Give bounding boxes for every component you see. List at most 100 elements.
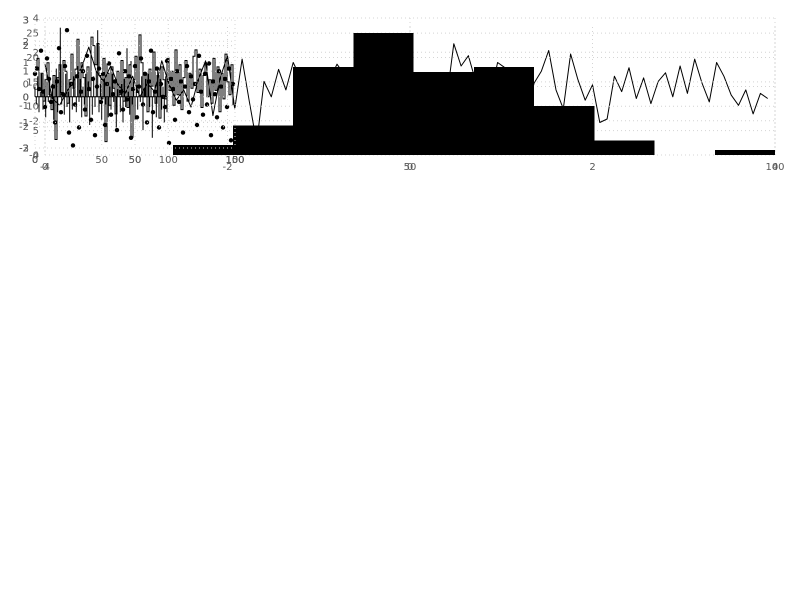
scatter-point: [194, 122, 200, 128]
histogram-plot: -4 -2 0 2 4 0 5 10 15 20 25: [0, 0, 800, 190]
y-tick-label: 2: [23, 37, 29, 48]
y-tick-label: 10: [26, 102, 39, 113]
x-tick-label: 100: [225, 155, 244, 166]
y-tick-label: 0: [33, 151, 39, 162]
y-tick-label: -3: [19, 144, 29, 155]
stem-grid: [34, 19, 236, 149]
scatter-point: [114, 127, 120, 133]
y-tick-label: 1: [23, 67, 29, 78]
x-tick-label: -2: [223, 162, 233, 173]
x-tick-label: 50: [404, 162, 417, 173]
scatter-point: [34, 66, 40, 71]
x-tick-label: 100: [159, 155, 178, 166]
scatter-point: [226, 66, 232, 71]
y-tick-label: 2: [23, 41, 29, 52]
x-tick-label: 50: [129, 155, 142, 166]
y-tick-label: 0: [23, 80, 29, 91]
scatter-point: [208, 133, 214, 138]
x-tick-label: -4: [40, 162, 50, 173]
x-tick-label: 50: [95, 155, 108, 166]
y-tick-label: 1: [23, 58, 29, 69]
y-tick-label: -1: [19, 118, 29, 129]
x-tick-label: 0: [407, 162, 413, 173]
x-tick-label: 0: [42, 162, 48, 173]
x-tick-label: 0: [32, 155, 38, 166]
scatter-point: [204, 102, 210, 107]
y-tick-label: 3: [23, 16, 29, 27]
y-tick-label: 0: [23, 92, 29, 103]
scatter-point: [92, 133, 98, 138]
scatter-point: [186, 110, 192, 115]
scatter-point: [224, 104, 230, 110]
y-tick-label: 5: [33, 126, 39, 137]
y-tick-label: 3: [23, 16, 29, 27]
histogram-bar: [473, 67, 535, 155]
y-tick-label: -4: [29, 151, 39, 162]
scatter-point: [76, 125, 82, 130]
scatter-point: [58, 110, 64, 115]
step-series: [35, 34, 234, 143]
histogram-bar: [233, 125, 294, 155]
y-tick-label: -1: [19, 118, 29, 129]
x-tick-label: 100: [225, 155, 244, 166]
hist-series: [172, 33, 775, 155]
y-tick-label: 2: [33, 48, 39, 59]
y-tick-label: 3: [23, 16, 29, 27]
scatter-point: [156, 125, 162, 130]
scatter-point: [70, 143, 76, 148]
y-tick-label: -1: [19, 101, 29, 112]
scatter-point: [196, 53, 202, 58]
scatter-point: [214, 115, 220, 120]
y-tick-label: -2: [19, 122, 29, 133]
scatter-point: [38, 48, 44, 53]
scatter-point: [176, 99, 182, 105]
scatter-point: [180, 130, 186, 135]
scatter-point: [200, 112, 206, 117]
y-tick-label: -2: [29, 116, 39, 127]
scatter-point: [44, 56, 50, 61]
y-tick-label: -2: [19, 144, 29, 155]
scatter-point: [228, 138, 234, 143]
scatter-series: [32, 28, 236, 148]
scatter-point: [134, 115, 140, 120]
histogram-bar: [172, 145, 233, 155]
y-tick-label: 25: [26, 29, 39, 40]
scatter-point: [84, 53, 90, 58]
x-tick-label: 0: [32, 155, 38, 166]
x-tick-label: 4: [772, 162, 778, 173]
y-tick-label: -2: [19, 144, 29, 155]
y-tick-label: 0: [23, 92, 29, 103]
x-tick-label: 50: [129, 155, 142, 166]
scatter-point: [64, 28, 70, 33]
y-tick-label: 15: [26, 77, 39, 88]
scatter-point: [172, 117, 178, 123]
stem-series: [34, 27, 168, 138]
y-tick-label: 0: [33, 82, 39, 93]
scatter-point: [108, 112, 114, 117]
x-tick-label: 2: [589, 162, 595, 173]
scatter-point: [122, 69, 128, 74]
y-tick-label: 1: [23, 67, 29, 78]
histogram-bar: [534, 106, 595, 155]
scatter-point: [116, 51, 122, 56]
scatter-point: [182, 84, 188, 89]
histogram-bar: [714, 150, 775, 155]
x-tick-label: 100: [765, 162, 784, 173]
scatter-point: [190, 97, 196, 102]
scatter-point: [220, 125, 226, 130]
histogram-bar: [413, 72, 474, 155]
histogram-bar: [353, 33, 414, 155]
y-tick-label: 2: [23, 41, 29, 52]
x-tick-label: 0: [32, 155, 38, 166]
y-tick-label: 4: [33, 14, 39, 25]
x-tick-label: 150: [225, 155, 244, 166]
scatter-point: [66, 130, 72, 135]
